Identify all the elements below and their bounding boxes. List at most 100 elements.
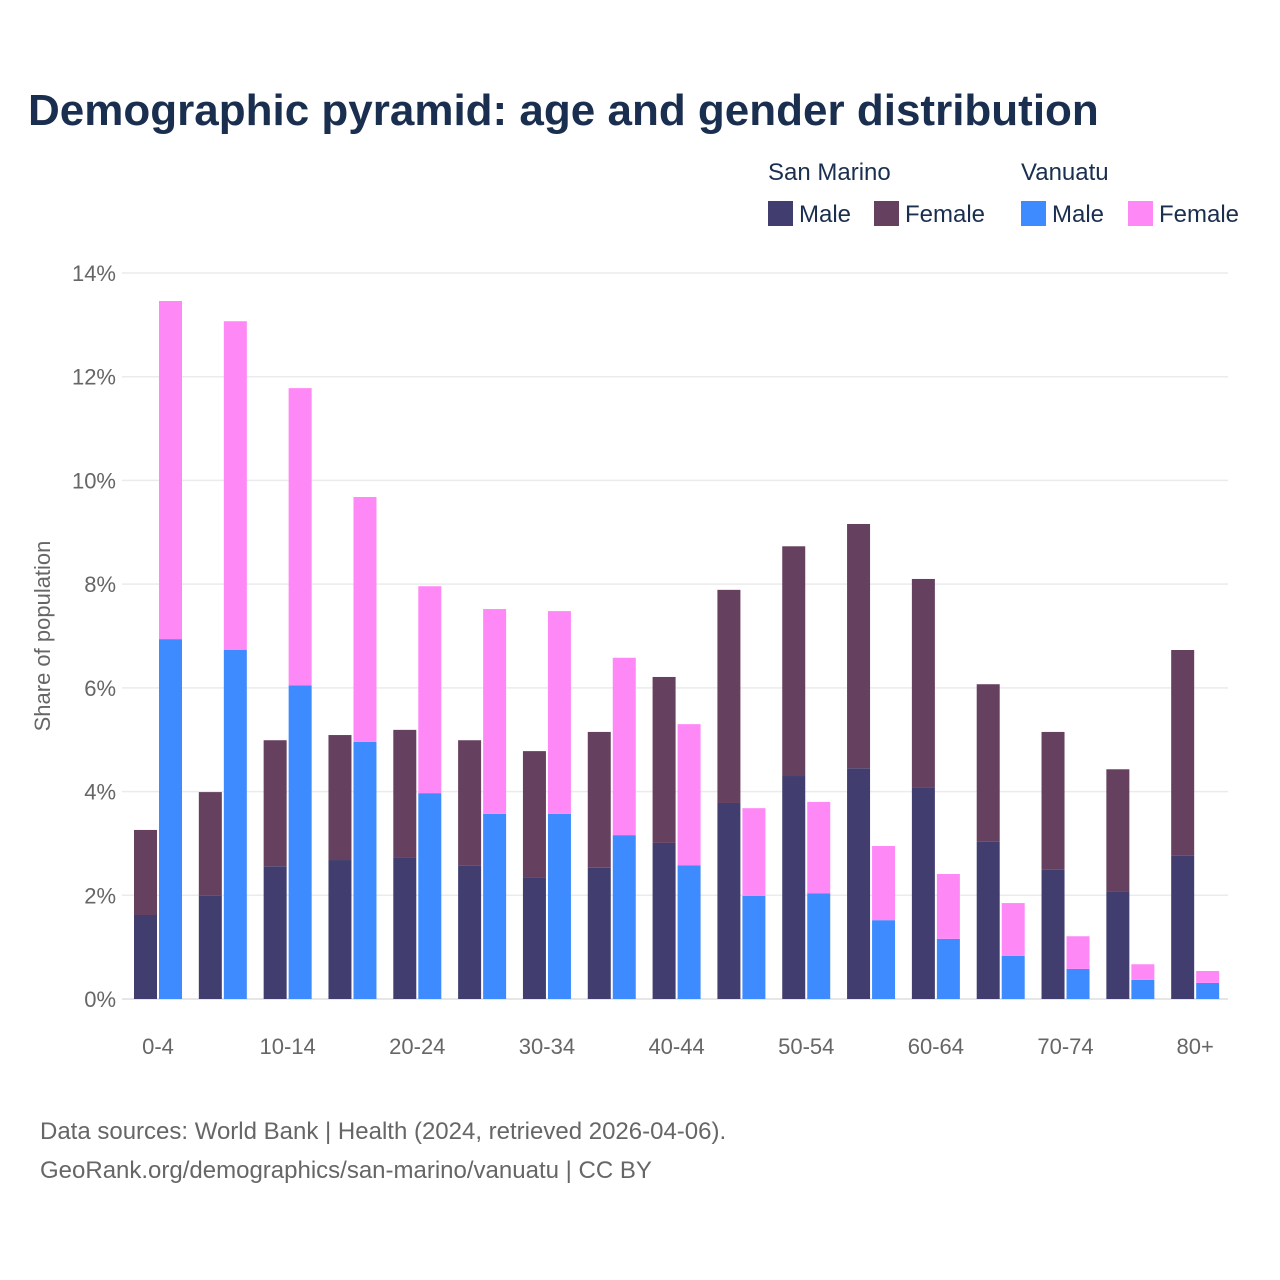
x-ticks: 0-4 10-14 20-24 30-34 40-44 50-54 60-64 70-74 80… [142,1034,1214,1059]
legend-swatch-va-male [1021,201,1046,226]
bar-san-marino-male-50-54[interactable] [782,776,806,999]
bar-vanuatu-male-0-4[interactable] [159,639,182,999]
bar-vanuatu-male-40-44[interactable] [677,865,701,999]
legend-label-va-male[interactable]: Male [1052,201,1104,228]
bar-vanuatu-female-10-14[interactable] [288,388,312,686]
bar-vanuatu-female-75-79[interactable] [1131,964,1155,980]
bar-vanuatu-female-60-64[interactable] [936,874,960,939]
bar-vanuatu-female-70-74[interactable] [1066,936,1090,969]
bar-vanuatu-male-80+[interactable] [1196,982,1220,999]
y-tick-label: 8% [84,572,116,597]
bar-san-marino-male-60-64[interactable] [911,787,935,999]
legend-group-san-marino: San Marino [768,159,891,186]
bar-vanuatu-female-20-24[interactable] [418,586,442,794]
bar-san-marino-female-45-49[interactable] [717,589,741,803]
bar-san-marino-female-20-24[interactable] [393,729,417,858]
y-ticks: 0% 2% 4% 6% 8% 10% 12% 14% [72,261,116,1012]
x-tick-label: 60-64 [908,1034,964,1059]
x-tick-label: 40-44 [648,1034,704,1059]
legend-label-sm-male[interactable]: Male [799,201,851,228]
bar-san-marino-male-35-39[interactable] [587,867,611,999]
legend-label-va-female[interactable]: Female [1159,201,1239,228]
bar-san-marino-male-70-74[interactable] [1041,869,1065,999]
bar-vanuatu-female-25-29[interactable] [483,609,507,814]
x-tick-label: 50-54 [778,1034,834,1059]
bar-san-marino-male-65-69[interactable] [976,841,1000,999]
legend-group-vanuatu: Vanuatu [1021,159,1109,186]
x-tick-label: 10-14 [260,1034,316,1059]
bar-vanuatu-male-50-54[interactable] [807,893,831,999]
bar-vanuatu-male-30-34[interactable] [547,813,571,999]
bar-vanuatu-female-65-69[interactable] [1001,903,1025,956]
bar-vanuatu-male-55-59[interactable] [872,920,896,999]
bar-san-marino-male-0-4[interactable] [134,914,157,999]
bar-san-marino-male-75-79[interactable] [1106,891,1130,999]
y-tick-label: 12% [72,365,116,390]
bar-vanuatu-female-40-44[interactable] [677,724,701,866]
bar-vanuatu-male-45-49[interactable] [742,895,766,999]
legend: San Marino Vanuatu Male Female Male Fema… [768,159,1239,228]
y-tick-label: 2% [84,883,116,908]
bar-vanuatu-female-0-4[interactable] [159,301,182,640]
x-tick-label: 30-34 [519,1034,575,1059]
bar-vanuatu-male-35-39[interactable] [612,835,636,999]
bar-vanuatu-female-80+[interactable] [1196,970,1220,983]
bar-vanuatu-male-75-79[interactable] [1131,979,1155,999]
bar-san-marino-female-40-44[interactable] [652,676,676,843]
bar-san-marino-female-30-34[interactable] [522,751,546,878]
bar-san-marino-male-40-44[interactable] [652,842,676,999]
y-tick-label: 10% [72,468,116,493]
y-axis-label: Share of population [30,541,55,732]
bar-san-marino-female-10-14[interactable] [263,740,287,867]
legend-label-sm-female[interactable]: Female [905,201,985,228]
footer-link[interactable]: GeoRank.org/demographics/san-marino/vanu… [40,1157,652,1184]
bar-san-marino-female-70-74[interactable] [1041,731,1065,870]
bar-vanuatu-male-20-24[interactable] [418,793,442,999]
bar-san-marino-male-55-59[interactable] [847,768,871,999]
bar-vanuatu-female-30-34[interactable] [547,611,571,814]
bar-vanuatu-female-55-59[interactable] [872,846,896,921]
bar-vanuatu-male-25-29[interactable] [483,813,507,999]
x-tick-label: 0-4 [142,1034,174,1059]
bar-vanuatu-male-15-19[interactable] [353,741,377,999]
bar-vanuatu-male-10-14[interactable] [288,685,312,999]
bars [134,301,1220,999]
bar-san-marino-female-15-19[interactable] [328,735,352,861]
bar-san-marino-male-25-29[interactable] [458,865,482,999]
bar-vanuatu-female-15-19[interactable] [353,497,377,742]
bar-san-marino-male-5-9[interactable] [198,895,222,999]
bar-vanuatu-male-65-69[interactable] [1001,955,1025,999]
bar-vanuatu-male-70-74[interactable] [1066,968,1090,999]
bar-san-marino-female-80+[interactable] [1171,650,1195,856]
bar-san-marino-male-20-24[interactable] [393,857,417,999]
bar-vanuatu-female-50-54[interactable] [807,801,831,894]
bar-vanuatu-female-45-49[interactable] [742,808,766,896]
bar-san-marino-male-45-49[interactable] [717,802,741,999]
y-tick-label: 6% [84,676,116,701]
bar-san-marino-male-30-34[interactable] [522,877,546,999]
chart-title: Demographic pyramid: age and gender dist… [28,86,1099,135]
bar-san-marino-male-10-14[interactable] [263,866,287,999]
bar-san-marino-female-60-64[interactable] [911,578,935,788]
x-tick-label: 80+ [1177,1034,1214,1059]
bar-san-marino-female-25-29[interactable] [458,740,482,866]
bar-san-marino-female-0-4[interactable] [134,829,157,915]
bar-san-marino-female-50-54[interactable] [782,546,806,777]
bar-vanuatu-male-60-64[interactable] [936,938,960,999]
bar-san-marino-male-80+[interactable] [1171,855,1195,999]
bar-san-marino-female-65-69[interactable] [976,684,1000,842]
bar-san-marino-female-75-79[interactable] [1106,769,1130,892]
bar-san-marino-female-35-39[interactable] [587,731,611,868]
y-tick-label: 14% [72,261,116,286]
bar-san-marino-female-5-9[interactable] [198,792,222,896]
bar-vanuatu-male-5-9[interactable] [223,650,247,999]
bar-san-marino-female-55-59[interactable] [847,523,871,769]
bar-san-marino-male-15-19[interactable] [328,860,352,999]
footer-sources: Data sources: World Bank | Health (2024,… [40,1118,726,1145]
x-tick-label: 20-24 [389,1034,445,1059]
legend-swatch-sm-male [768,201,793,226]
bar-vanuatu-female-35-39[interactable] [612,657,636,836]
bar-vanuatu-female-5-9[interactable] [223,321,247,651]
